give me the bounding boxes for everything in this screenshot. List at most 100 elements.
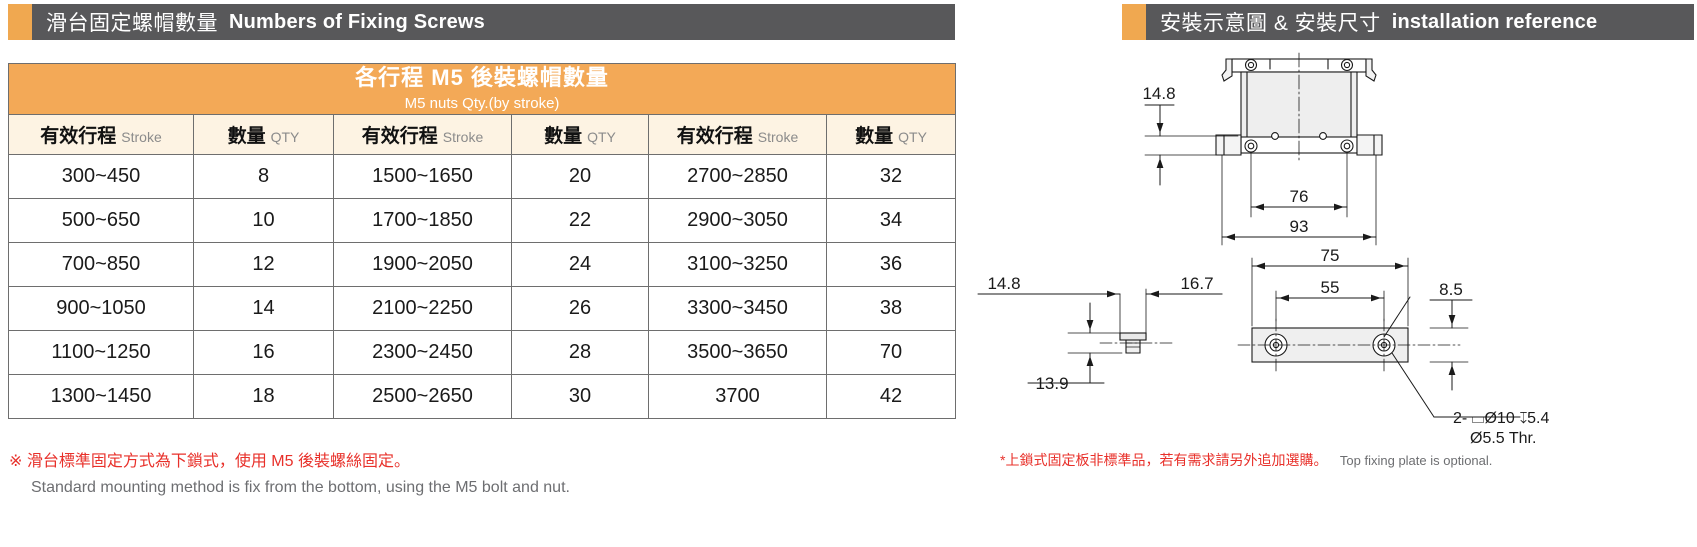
top-view-drawing bbox=[1144, 52, 1383, 246]
cell-stroke: 2100~2250 bbox=[333, 285, 512, 331]
column-header-cn: 數量 bbox=[227, 125, 266, 147]
cell-qty: 34 bbox=[825, 197, 957, 243]
cell-stroke: 1700~1850 bbox=[333, 197, 512, 243]
cell-stroke: 1500~1650 bbox=[333, 153, 512, 199]
installation-drawings: 14.8 76 93 14.8 13.9 16.7 75 55 8.5 2- ⌴… bbox=[960, 45, 1697, 445]
table-title-en: M5 nuts Qty.(by stroke) bbox=[404, 94, 560, 112]
cell-stroke: 1300~1450 bbox=[8, 373, 194, 419]
table-row: 1100~1250 16 2300~2450 28 3500~3650 70 bbox=[8, 329, 957, 375]
table-row: 300~450 8 1500~1650 20 2700~2850 32 bbox=[8, 153, 957, 199]
table-row: 900~1050 14 2100~2250 26 3300~3450 38 bbox=[8, 285, 957, 331]
side-view-drawing bbox=[977, 288, 1223, 384]
dim-plate-length: 75 bbox=[1321, 246, 1340, 265]
cell-qty: 30 bbox=[511, 373, 649, 419]
table-title-cell: 各行程 M5 後裝螺帽數量 M5 nuts Qty.(by stroke) bbox=[7, 63, 957, 115]
drawing-note: *上鎖式固定板非標準品，若有需求請另外追加選購。 Top fixing plat… bbox=[1000, 450, 1690, 470]
cell-qty: 12 bbox=[193, 241, 334, 287]
section-title-cn: 滑台固定螺帽數量 bbox=[46, 12, 218, 35]
cell-stroke: 1900~2050 bbox=[333, 241, 512, 287]
column-header-stroke-1: 有效行程 Stroke bbox=[8, 113, 194, 155]
cell-qty: 26 bbox=[511, 285, 649, 331]
section-title-cn: 安裝示意圖 & 安裝尺寸 bbox=[1160, 12, 1381, 35]
drawing-note-en: Top fixing plate is optional. bbox=[1339, 453, 1493, 468]
footnote-mark: ※ bbox=[9, 453, 23, 470]
column-header-cn: 有效行程 bbox=[676, 125, 753, 147]
header-accent-swatch bbox=[8, 4, 32, 40]
section-title-en: installation reference bbox=[1391, 10, 1598, 33]
dim-side-offset: 14.8 bbox=[987, 274, 1020, 293]
table-title-cn: 各行程 M5 後裝螺帽數量 bbox=[355, 65, 609, 90]
table-header-row: 有效行程 Stroke 數量 QTY 有效行程 Stroke 數量 QTY 有效行程 St… bbox=[8, 113, 957, 155]
section-header-installation-reference: 安裝示意圖 & 安裝尺寸 installation reference bbox=[1122, 4, 1694, 40]
column-header-stroke-3: 有效行程 Stroke bbox=[648, 113, 827, 155]
column-header-qty-1: 數量 QTY bbox=[193, 113, 334, 155]
dim-side-height: 13.9 bbox=[1035, 374, 1068, 393]
dim-plate-hole-pitch: 55 bbox=[1321, 278, 1340, 297]
dim-plate-edge: 8.5 bbox=[1439, 280, 1463, 299]
column-header-en: QTY bbox=[270, 128, 300, 145]
cell-stroke: 3700 bbox=[648, 373, 827, 419]
cell-stroke: 300~450 bbox=[8, 153, 194, 199]
column-header-stroke-2: 有效行程 Stroke bbox=[333, 113, 512, 155]
plate-view-drawing bbox=[1237, 257, 1521, 418]
footnote-en-text: Standard mounting method is fix from the… bbox=[31, 479, 570, 496]
cell-qty: 24 bbox=[511, 241, 649, 287]
cell-stroke: 700~850 bbox=[8, 241, 194, 287]
cell-stroke: 1100~1250 bbox=[8, 329, 194, 375]
cell-stroke: 2300~2450 bbox=[333, 329, 512, 375]
cell-qty: 38 bbox=[825, 285, 957, 331]
cell-qty: 70 bbox=[825, 329, 957, 375]
cell-qty: 32 bbox=[825, 153, 957, 199]
column-header-en: QTY bbox=[898, 128, 927, 145]
column-header-cn: 數量 bbox=[544, 125, 583, 147]
cell-stroke: 2500~2650 bbox=[333, 373, 512, 419]
cell-qty: 14 bbox=[193, 285, 334, 331]
cell-stroke: 3300~3450 bbox=[648, 285, 827, 331]
nuts-quantity-table: 各行程 M5 後裝螺帽數量 M5 nuts Qty.(by stroke) 有效… bbox=[7, 63, 957, 419]
column-header-en: Stroke bbox=[757, 128, 799, 145]
table-footnote: ※ 滑台標準固定方式為下鎖式，使用 M5 後裝螺絲固定。 Standard mo… bbox=[9, 450, 769, 500]
cell-stroke: 3100~3250 bbox=[648, 241, 827, 287]
column-header-cn: 數量 bbox=[855, 125, 894, 147]
callout-thread: Ø5.5 Thr. bbox=[1470, 430, 1536, 445]
cell-qty: 42 bbox=[825, 373, 957, 419]
footnote-cn-line: ※ 滑台標準固定方式為下鎖式，使用 M5 後裝螺絲固定。 bbox=[9, 450, 769, 474]
table-row: 500~650 10 1700~1850 22 2900~3050 34 bbox=[8, 197, 957, 243]
column-header-cn: 有效行程 bbox=[361, 125, 438, 147]
dim-top-inner-width: 76 bbox=[1290, 187, 1309, 206]
cell-stroke: 2700~2850 bbox=[648, 153, 827, 199]
installation-drawing-svg: 14.8 76 93 14.8 13.9 16.7 75 55 8.5 2- ⌴… bbox=[977, 52, 1550, 445]
column-header-qty-2: 數量 QTY bbox=[511, 113, 649, 155]
drawing-note-mark: * bbox=[1000, 452, 1006, 468]
column-header-qty-3: 數量 QTY bbox=[825, 113, 957, 155]
cell-qty: 36 bbox=[825, 241, 957, 287]
cell-qty: 28 bbox=[511, 329, 649, 375]
column-header-en: QTY bbox=[587, 128, 616, 145]
column-header-en: Stroke bbox=[121, 128, 162, 145]
callout-counterbore: 2- ⌴Ø10 ↧5.4 bbox=[1453, 410, 1550, 427]
cell-qty: 22 bbox=[511, 197, 649, 243]
table-row: 1300~1450 18 2500~2650 30 3700 42 bbox=[8, 373, 957, 419]
column-header-en: Stroke bbox=[442, 128, 484, 145]
footnote-cn-text: 滑台標準固定方式為下鎖式，使用 M5 後裝螺絲固定。 bbox=[26, 453, 410, 470]
table-title-row: 各行程 M5 後裝螺帽數量 M5 nuts Qty.(by stroke) bbox=[7, 63, 957, 115]
cell-stroke: 900~1050 bbox=[8, 285, 194, 331]
drawing-note-cn: 上鎖式固定板非標準品，若有需求請另外追加選購。 bbox=[1005, 452, 1328, 468]
section-title-en: Numbers of Fixing Screws bbox=[229, 10, 485, 33]
dim-top-outer-width: 93 bbox=[1290, 217, 1309, 236]
cell-qty: 16 bbox=[193, 329, 334, 375]
nuts-quantity-table-wrapper: 各行程 M5 後裝螺帽數量 M5 nuts Qty.(by stroke) 有效… bbox=[7, 63, 957, 419]
cell-qty: 8 bbox=[193, 153, 334, 199]
dim-side-width: 16.7 bbox=[1180, 274, 1213, 293]
header-bar: 滑台固定螺帽數量 Numbers of Fixing Screws bbox=[32, 4, 955, 40]
cell-qty: 10 bbox=[193, 197, 334, 243]
cell-stroke: 500~650 bbox=[8, 197, 194, 243]
cell-stroke: 3500~3650 bbox=[648, 329, 827, 375]
cell-stroke: 2900~3050 bbox=[648, 197, 827, 243]
section-header-fixing-screws: 滑台固定螺帽數量 Numbers of Fixing Screws bbox=[8, 4, 955, 40]
dim-top-vertical: 14.8 bbox=[1142, 84, 1175, 103]
cell-qty: 18 bbox=[193, 373, 334, 419]
header-bar: 安裝示意圖 & 安裝尺寸 installation reference bbox=[1146, 4, 1694, 40]
header-accent-swatch bbox=[1122, 4, 1146, 40]
